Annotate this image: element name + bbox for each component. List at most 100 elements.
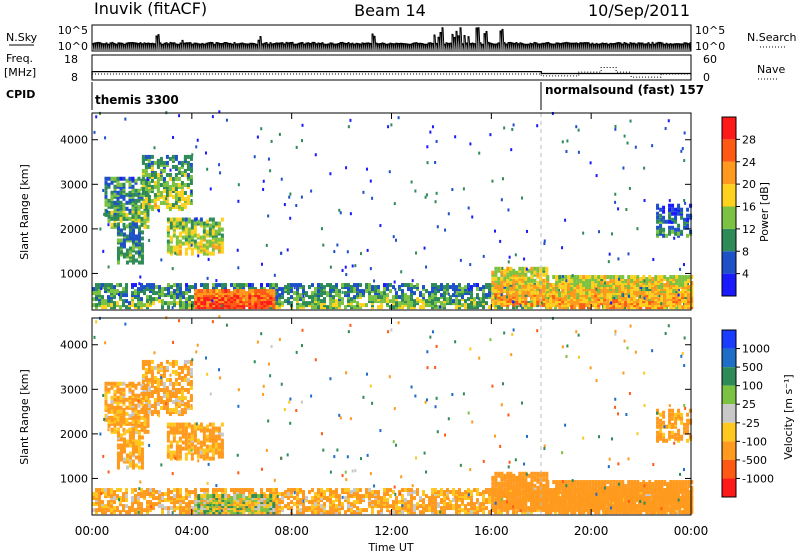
velocity-cell (623, 504, 626, 509)
power-cell (518, 292, 522, 297)
power-cell (122, 234, 126, 239)
power-cell (171, 205, 175, 210)
velocity-cell (428, 502, 431, 507)
power-cell (128, 256, 132, 261)
power-cell (561, 287, 565, 292)
power-cell (617, 207, 620, 211)
velocity-cell (167, 498, 170, 503)
velocity-cell (356, 496, 359, 501)
velocity-cell (230, 508, 233, 513)
velocity-cell (206, 488, 209, 493)
power-cell (494, 276, 498, 281)
velocity-cell (188, 492, 191, 497)
velocity-cell (215, 506, 219, 511)
velocity-cell (416, 502, 419, 507)
power-cell (189, 162, 193, 167)
power-cell (636, 299, 640, 304)
velocity-cell (440, 506, 443, 511)
power-cell (347, 299, 350, 304)
power-cell (203, 301, 207, 306)
power-cell (187, 233, 191, 238)
power-cell (609, 289, 613, 294)
power-cell (203, 305, 207, 310)
power-cell (380, 291, 383, 296)
power-cell (165, 162, 169, 167)
power-cell (338, 299, 341, 304)
power-cell (140, 254, 144, 259)
power-cell (206, 293, 210, 298)
power-cell (609, 293, 613, 298)
power-cell (338, 293, 341, 298)
power-cell (506, 302, 510, 307)
power-cell (473, 301, 476, 306)
power-cell (533, 296, 537, 301)
power-cell (567, 291, 571, 296)
velocity-cell (218, 508, 222, 513)
power-cell (218, 293, 222, 298)
velocity-cell (254, 492, 257, 497)
power-cell (217, 245, 221, 250)
power-cell (546, 283, 550, 288)
power-cell (530, 286, 534, 291)
power-cell (190, 229, 194, 234)
velocity-cell (278, 506, 281, 511)
velocity-cell (188, 510, 191, 515)
power-cell (131, 184, 135, 189)
power-cell (621, 301, 625, 306)
power-cell (211, 223, 215, 228)
power-cell (168, 207, 172, 212)
power-cell (158, 299, 161, 304)
power-cell (687, 303, 691, 308)
power-cell (576, 289, 580, 294)
power-cell (648, 285, 652, 290)
power-cell (206, 276, 209, 280)
velocity-cell (587, 496, 590, 501)
power-cell (293, 283, 296, 288)
power-cell (175, 221, 179, 226)
power-cell (436, 225, 439, 229)
power-cell (374, 293, 377, 298)
power-cell (648, 299, 652, 304)
power-cell (110, 299, 113, 304)
velocity-cell (149, 490, 152, 495)
power-cell (332, 285, 335, 290)
velocity-cell (446, 506, 449, 511)
power-cell (597, 275, 601, 280)
power-cell (515, 288, 519, 293)
power-cell (422, 295, 425, 300)
power-cell (236, 305, 240, 310)
velocity-cell (143, 494, 146, 499)
velocity-cell (458, 496, 461, 501)
power-cell (509, 298, 513, 303)
power-cell (410, 305, 413, 310)
power-cell (368, 283, 371, 288)
power-cell (374, 285, 377, 290)
power-cell (211, 247, 215, 252)
power-cell (656, 229, 660, 234)
power-cell (507, 208, 510, 212)
velocity-cell (299, 500, 302, 505)
power-cell (122, 238, 126, 243)
power-cell (308, 285, 311, 290)
power-cell (585, 289, 589, 294)
power-cell (239, 305, 243, 310)
velocity-cell (131, 500, 134, 505)
power-cell (684, 285, 688, 290)
power-cell (220, 235, 224, 240)
power-cell (211, 217, 215, 222)
power-cell (612, 301, 616, 306)
power-ylabel: Slant Range [km] (18, 164, 31, 260)
power-cell (119, 182, 123, 187)
power-cell (193, 227, 197, 232)
velocity-cell (524, 510, 527, 515)
power-cell (380, 303, 383, 308)
velocity-cell (482, 492, 485, 497)
power-cell (284, 287, 287, 292)
power-cell (242, 299, 245, 304)
power-cell (230, 297, 234, 302)
power-cell (491, 296, 495, 301)
power-cell (295, 145, 298, 149)
power-cell (369, 179, 372, 183)
velocity-cell (296, 500, 299, 505)
velocity-cell (335, 488, 338, 493)
